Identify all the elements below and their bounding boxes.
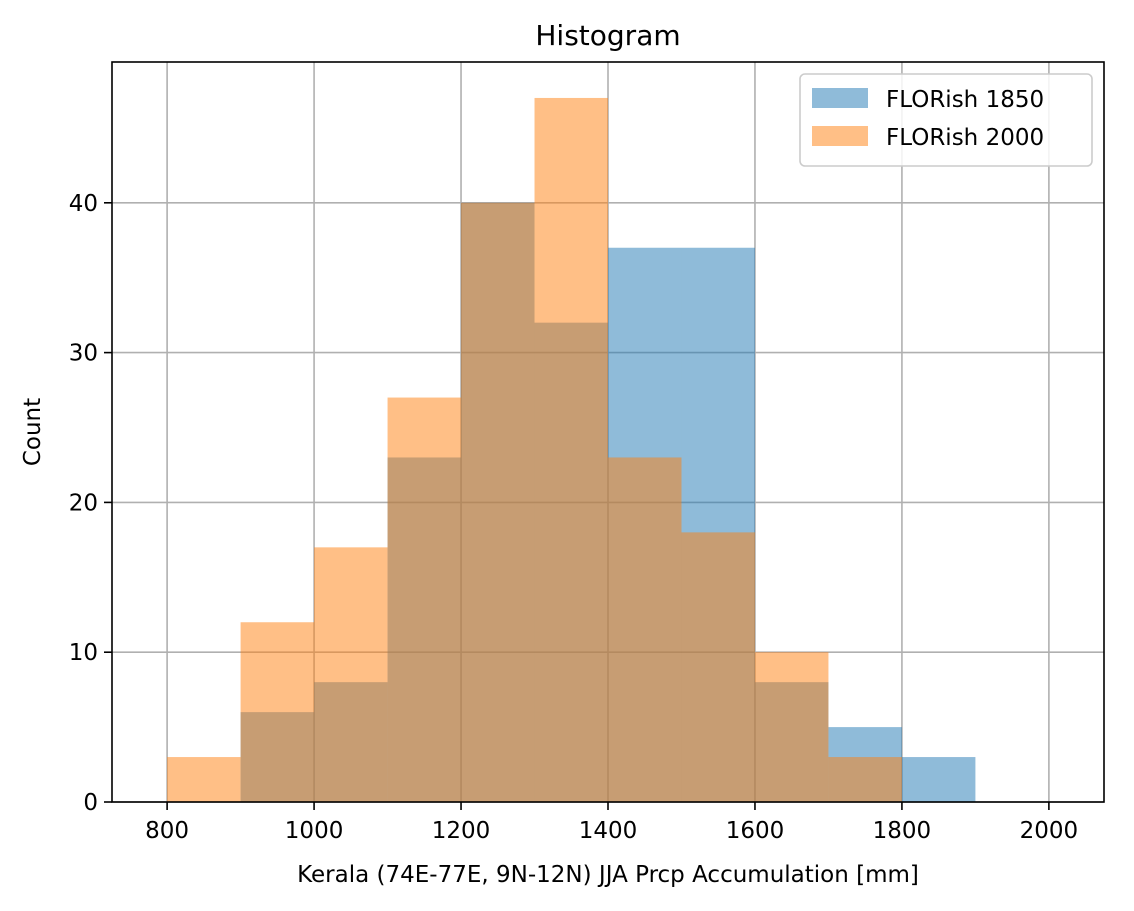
legend: FLORish 1850 FLORish 2000	[799, 73, 1093, 167]
legend-box	[799, 73, 1093, 167]
bars-layer	[167, 97, 976, 803]
histogram-bar	[461, 202, 535, 803]
y-tick-label: 10	[69, 640, 98, 666]
ticks-layer: 800 1000 1200 1400 1600 1800 2000 0 10 20 30 40	[69, 191, 1078, 844]
y-tick-label: 0	[83, 790, 98, 816]
x-tick-label: 1600	[726, 818, 785, 844]
legend-label: FLORish 1850	[886, 87, 1044, 113]
x-tick-label: 1000	[285, 818, 344, 844]
histogram-bar	[387, 397, 462, 802]
histogram-bar	[608, 457, 682, 802]
histogram-bar	[754, 652, 829, 802]
histogram-bar	[314, 547, 388, 802]
y-tick-label: 20	[69, 490, 98, 516]
x-axis-label: Kerala (74E-77E, 9N-12N) JJA Prcp Accumu…	[297, 862, 919, 888]
y-axis-label: Count	[20, 398, 46, 466]
histogram-bar	[167, 757, 241, 802]
histogram-bar	[828, 757, 902, 802]
chart-title: Histogram	[535, 19, 680, 52]
x-tick-label: 1400	[579, 818, 638, 844]
legend-label: FLORish 2000	[886, 125, 1044, 151]
x-tick-label: 1800	[873, 818, 932, 844]
x-tick-label: 1200	[432, 818, 491, 844]
histogram-bar	[534, 97, 608, 802]
legend-swatch	[812, 88, 868, 108]
y-tick-label: 30	[69, 341, 98, 367]
y-tick-label: 40	[69, 191, 98, 217]
series-2-bars	[167, 97, 902, 803]
x-tick-label: 2000	[1020, 818, 1079, 844]
legend-swatch	[812, 126, 868, 146]
histogram-bar	[240, 622, 315, 802]
histogram-bar	[901, 757, 976, 802]
histogram-bar	[681, 532, 755, 802]
x-tick-label: 800	[145, 818, 189, 844]
